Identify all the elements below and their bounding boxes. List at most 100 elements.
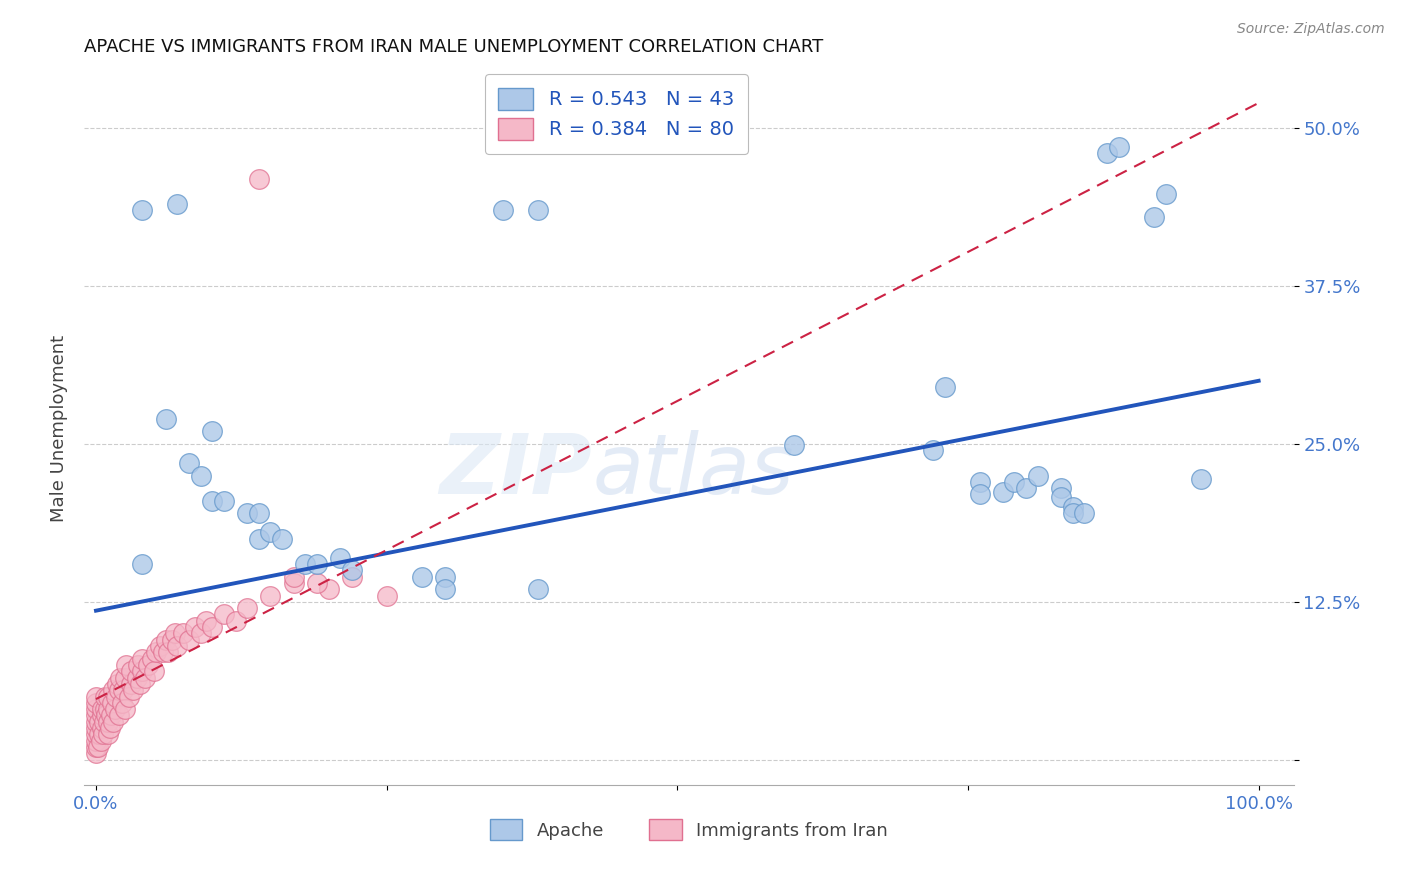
Point <box>131 651 153 665</box>
Point <box>122 683 145 698</box>
Point <box>90 708 112 723</box>
Point <box>433 569 456 583</box>
Point <box>318 582 340 597</box>
Point <box>115 657 138 672</box>
Point <box>305 575 328 590</box>
Point <box>131 557 153 571</box>
Point <box>90 702 112 716</box>
Legend: Apache, Immigrants from Iran: Apache, Immigrants from Iran <box>482 812 896 847</box>
Point <box>1143 210 1166 224</box>
Point <box>1062 507 1084 521</box>
Point <box>375 589 398 603</box>
Point <box>127 657 149 672</box>
Point <box>108 683 131 698</box>
Point <box>110 696 132 710</box>
Point <box>89 727 111 741</box>
Point <box>84 696 107 710</box>
Point <box>90 721 112 735</box>
Point <box>190 468 212 483</box>
Point <box>165 626 187 640</box>
Point <box>184 620 207 634</box>
Point <box>97 714 120 729</box>
Point <box>195 614 218 628</box>
Point <box>236 601 259 615</box>
Point <box>129 677 152 691</box>
Point <box>1097 146 1119 161</box>
Point <box>134 671 156 685</box>
Point <box>1189 472 1212 486</box>
Point <box>1015 481 1038 495</box>
Point <box>1026 468 1049 483</box>
Point <box>922 443 945 458</box>
Point <box>259 525 281 540</box>
Point <box>157 645 180 659</box>
Point <box>84 733 107 747</box>
Point <box>527 582 550 597</box>
Point <box>91 727 114 741</box>
Text: APACHE VS IMMIGRANTS FROM IRAN MALE UNEMPLOYMENT CORRELATION CHART: APACHE VS IMMIGRANTS FROM IRAN MALE UNEM… <box>84 38 824 56</box>
Point <box>136 657 159 672</box>
Point <box>108 708 131 723</box>
Point <box>433 582 456 597</box>
Point <box>145 645 167 659</box>
Point <box>340 563 363 577</box>
Point <box>100 708 122 723</box>
Point <box>411 569 433 583</box>
Point <box>201 425 224 439</box>
Point <box>247 532 270 546</box>
Point <box>96 708 118 723</box>
Point <box>340 569 363 583</box>
Point <box>93 714 115 729</box>
Point <box>991 485 1014 500</box>
Point <box>90 733 112 747</box>
Point <box>166 639 188 653</box>
Point <box>104 702 127 716</box>
Point <box>155 411 177 425</box>
Point <box>84 727 107 741</box>
Point <box>177 456 200 470</box>
Point <box>94 702 117 716</box>
Point <box>98 721 121 735</box>
Point <box>177 632 200 647</box>
Point <box>782 438 804 452</box>
Point <box>110 671 132 685</box>
Point <box>84 690 107 704</box>
Point <box>149 639 172 653</box>
Point <box>103 683 125 698</box>
Point <box>84 740 107 755</box>
Point <box>492 203 515 218</box>
Point <box>172 626 194 640</box>
Y-axis label: Male Unemployment: Male Unemployment <box>49 334 67 522</box>
Point <box>89 714 111 729</box>
Text: Source: ZipAtlas.com: Source: ZipAtlas.com <box>1237 22 1385 37</box>
Point <box>97 727 120 741</box>
Point <box>131 665 153 679</box>
Point <box>87 740 110 755</box>
Point <box>155 632 177 647</box>
Point <box>160 632 183 647</box>
Point <box>969 475 991 489</box>
Point <box>114 702 136 716</box>
Point <box>101 696 124 710</box>
Point <box>1004 475 1026 489</box>
Point <box>120 677 142 691</box>
Point <box>329 550 352 565</box>
Point <box>934 380 956 394</box>
Point <box>225 614 247 628</box>
Point <box>105 677 128 691</box>
Point <box>201 493 224 508</box>
Point <box>166 197 188 211</box>
Point <box>305 557 328 571</box>
Point <box>190 626 212 640</box>
Point <box>1050 481 1073 495</box>
Point <box>212 493 235 508</box>
Point <box>141 651 163 665</box>
Point <box>1154 186 1177 201</box>
Point <box>283 575 305 590</box>
Point <box>97 690 120 704</box>
Point <box>1108 140 1130 154</box>
Point <box>84 708 107 723</box>
Point <box>271 532 294 546</box>
Point <box>104 690 127 704</box>
Point <box>259 589 281 603</box>
